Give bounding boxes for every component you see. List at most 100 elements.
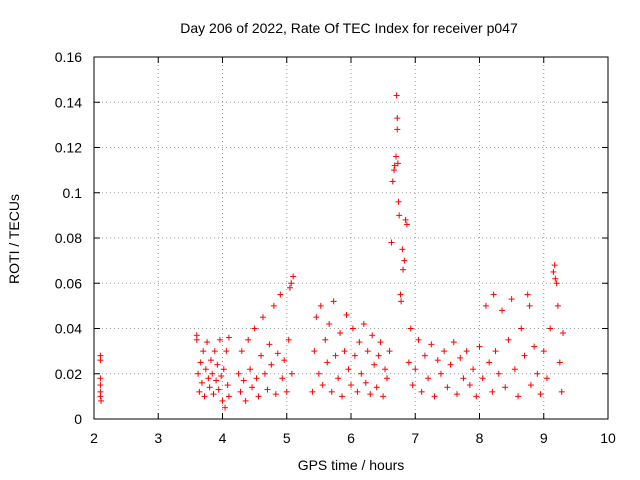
y-tick-label: 0.04 xyxy=(55,321,82,337)
data-point xyxy=(543,375,550,382)
data-point xyxy=(377,339,384,346)
data-point xyxy=(281,357,288,364)
data-point xyxy=(479,375,486,382)
data-point xyxy=(415,336,422,343)
data-point xyxy=(403,221,410,228)
data-point xyxy=(540,348,547,355)
data-point xyxy=(324,359,331,366)
x-axis-label: GPS time / hours xyxy=(298,457,405,473)
data-point xyxy=(286,284,293,291)
data-point xyxy=(197,359,204,366)
data-point xyxy=(391,167,398,174)
data-point xyxy=(447,361,454,368)
data-point xyxy=(97,357,104,364)
data-point xyxy=(470,366,477,373)
data-point xyxy=(396,212,403,219)
data-point xyxy=(428,341,435,348)
data-point xyxy=(204,339,211,346)
data-point xyxy=(552,275,559,282)
data-point xyxy=(489,388,496,395)
data-point xyxy=(277,291,284,298)
data-point xyxy=(222,404,229,411)
data-point xyxy=(223,348,230,355)
data-point xyxy=(210,391,217,398)
data-point xyxy=(425,375,432,382)
data-point xyxy=(369,332,376,339)
data-point xyxy=(326,320,333,327)
data-point xyxy=(554,302,561,309)
data-point xyxy=(224,382,231,389)
data-point xyxy=(309,388,316,395)
data-point xyxy=(288,370,295,377)
data-point xyxy=(214,361,221,368)
data-point xyxy=(202,366,209,373)
data-point xyxy=(393,92,400,99)
data-point xyxy=(322,336,329,343)
data-point xyxy=(290,273,297,280)
data-point xyxy=(360,320,367,327)
data-point xyxy=(395,198,402,205)
data-point xyxy=(218,373,225,380)
data-point xyxy=(268,361,275,368)
data-point xyxy=(341,348,348,355)
data-point xyxy=(434,357,441,364)
x-tick-label: 6 xyxy=(347,430,355,446)
data-point xyxy=(389,178,396,185)
data-point xyxy=(527,382,534,389)
data-point xyxy=(285,336,292,343)
data-point xyxy=(362,379,369,386)
data-point xyxy=(508,296,515,303)
data-point xyxy=(450,339,457,346)
data-point xyxy=(482,302,489,309)
data-point xyxy=(367,391,374,398)
data-point xyxy=(249,384,256,391)
data-point xyxy=(358,370,365,377)
data-point xyxy=(402,216,409,223)
data-point xyxy=(495,370,502,377)
data-point xyxy=(313,314,320,321)
data-point xyxy=(209,370,216,377)
axis-ticks xyxy=(93,56,609,420)
data-point xyxy=(550,268,557,275)
data-point xyxy=(383,375,390,382)
data-point xyxy=(558,388,565,395)
data-point xyxy=(502,384,509,391)
y-tick-label: 0.14 xyxy=(55,94,82,110)
data-point xyxy=(196,388,203,395)
data-point xyxy=(215,386,222,393)
data-point xyxy=(560,330,567,337)
data-point xyxy=(274,350,281,357)
data-point xyxy=(259,314,266,321)
data-point xyxy=(490,291,497,298)
data-point xyxy=(444,384,451,391)
data-point xyxy=(255,393,262,400)
data-point xyxy=(412,366,419,373)
data-point xyxy=(521,352,528,359)
data-points xyxy=(97,92,567,411)
data-point xyxy=(399,246,406,253)
data-point xyxy=(283,388,290,395)
data-point xyxy=(407,325,414,332)
data-point xyxy=(270,302,277,309)
x-tick-label: 5 xyxy=(283,430,291,446)
x-tick-label: 4 xyxy=(219,430,227,446)
data-point xyxy=(317,302,324,309)
data-point xyxy=(397,291,404,298)
data-point xyxy=(505,336,512,343)
data-point xyxy=(348,382,354,389)
data-point xyxy=(388,239,395,246)
data-point xyxy=(386,348,393,355)
data-point xyxy=(220,366,227,373)
y-tick-label: 0.12 xyxy=(55,140,82,156)
data-point xyxy=(400,266,407,273)
data-point xyxy=(392,153,399,160)
data-point xyxy=(207,357,214,364)
x-tick-label: 3 xyxy=(154,430,162,446)
data-point xyxy=(409,382,416,389)
y-axis-label: ROTI / TECUs xyxy=(6,194,22,284)
data-point xyxy=(498,307,505,314)
data-point xyxy=(205,375,212,382)
x-tick-label: 8 xyxy=(476,430,484,446)
data-point xyxy=(356,339,363,346)
